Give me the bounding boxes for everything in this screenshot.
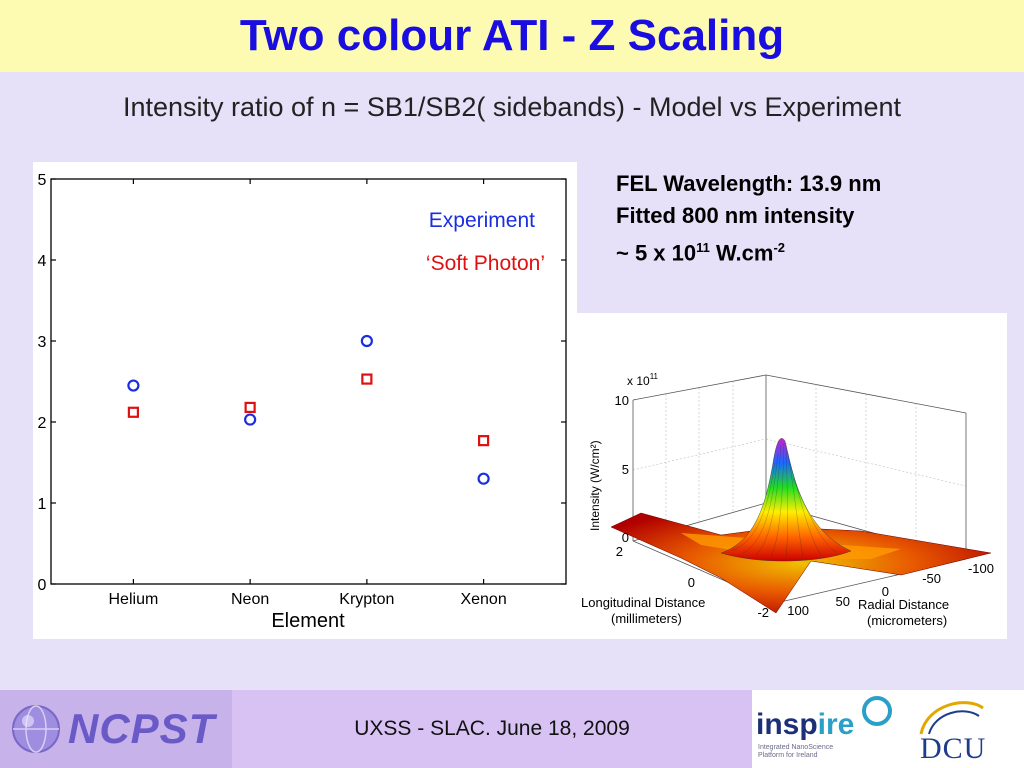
z-tick-label: 10 (615, 393, 629, 408)
x-tick-label-xenon: Xenon (460, 591, 506, 608)
x-tick-label: -2 (757, 605, 769, 620)
soft-photon-point-xenon (478, 435, 490, 447)
inspire-logo: inspire (756, 708, 855, 741)
inspire-tagline: Integrated NanoScience Platform for Irela… (758, 744, 834, 759)
soft-photon-point-neon (244, 401, 256, 414)
surface-mesh-lines (730, 442, 838, 558)
legend-soft-photon: ‘Soft Photon’ (426, 252, 545, 275)
y-axis-label-line1: Radial Distance (858, 597, 949, 612)
x-axis-label: Element (271, 610, 345, 632)
y-axis: 0 1 2 3 4 5 (38, 172, 566, 594)
legend-experiment: Experiment (429, 209, 535, 232)
y-tick-label: 100 (787, 603, 809, 618)
z-tick-label: 5 (622, 462, 629, 477)
info-line-3-exp: 11 (696, 240, 710, 255)
data-marks (127, 334, 490, 485)
plot-frame (50, 178, 567, 585)
ncpst-wordmark: NCPST (68, 705, 216, 752)
info-line-3: ~ 5 x 1011 W.cm-2 (616, 232, 1016, 269)
z-axis-label: Intensity (W/cm²) (588, 440, 602, 531)
surface-peak (720, 438, 852, 562)
x-tick-label-neon: Neon (231, 591, 269, 608)
info-line-1: FEL Wavelength: 13.9 nm (616, 171, 882, 196)
soft-photon-point-krypton (361, 373, 373, 385)
info-line-3-unit-exp: -2 (773, 240, 786, 255)
surface-plot-panel: x 1011 0 5 10 2 0 -2 100 50 0 -50 -100 Intensity (… (571, 313, 1007, 639)
x-axis-label-line1: Longitudinal Distance (581, 595, 705, 610)
info-line-3-prefix: ~ 5 x 10 (616, 240, 697, 266)
ncpst-logo: NCPST (0, 690, 232, 768)
y-tick-label: 5 (38, 172, 47, 189)
z-tick-label: 0 (622, 530, 629, 545)
y-tick-label: 0 (882, 584, 889, 599)
y-tick-label: 50 (836, 594, 850, 609)
x-axis: Helium Neon Krypton Xenon (109, 179, 507, 608)
info-line-2: Fitted 800 nm intensity (616, 203, 855, 228)
dcu-logo: DCU (920, 732, 987, 765)
footer-event-text: UXSS - SLAC. June 18, 2009 (354, 717, 630, 740)
y-tick-label: 0 (38, 577, 47, 594)
y-axis-label-line2: (micrometers) (867, 613, 947, 628)
x-tick-label: 2 (616, 544, 623, 559)
soft-photon-point-helium (127, 406, 140, 418)
experiment-point-krypton (360, 334, 373, 348)
y-tick-label: 2 (38, 415, 47, 432)
ncpst-globe-icon (12, 705, 60, 753)
experiment-point-neon (244, 413, 257, 426)
surface-grid (632, 381, 967, 545)
experiment-point-xenon (477, 472, 490, 485)
dcu-arc-icon (919, 701, 984, 735)
info-line-3-unit: W.cm (709, 240, 774, 266)
partner-logos: inspire Integrated NanoScience Platform f… (752, 690, 1024, 768)
x-tick-label-helium: Helium (109, 591, 159, 608)
x-tick-label: 0 (688, 575, 695, 590)
experiment-point-helium (127, 379, 140, 392)
inspire-ring-icon (862, 696, 892, 726)
scatter-plot: 0 1 2 3 4 5 Helium Neon Krypton Xenon Experiment… (38, 172, 567, 632)
y-tick-label: -50 (922, 571, 941, 586)
y-tick-label: 4 (38, 253, 47, 270)
x-axis-label-line2: (millimeters) (611, 611, 682, 626)
title-bar: Two colour ATI - Z Scaling (0, 0, 1024, 72)
y-tick-label: -100 (968, 561, 994, 576)
scatter-plot-panel: 0 1 2 3 4 5 Helium Neon Krypton Xenon Experiment… (33, 162, 577, 639)
z-multiplier: x 1011 (627, 372, 659, 388)
y-tick-label: 1 (38, 496, 47, 513)
y-tick-label: 3 (38, 334, 47, 351)
slide-subtitle: Intensity ratio of n = SB1/SB2( sideband… (122, 92, 902, 122)
fel-info: FEL Wavelength: 13.9 nm Fitted 800 nm in… (616, 168, 1016, 269)
footer: NCPST UXSS - SLAC. June 18, 2009 inspire… (0, 690, 1024, 768)
x-tick-label-krypton: Krypton (339, 591, 394, 608)
slide-title: Two colour ATI - Z Scaling (239, 11, 785, 60)
